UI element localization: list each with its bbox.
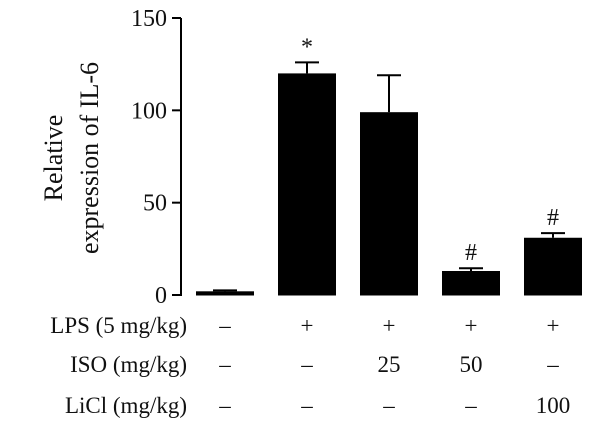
treatment-row-label: ISO (mg/kg) bbox=[70, 352, 187, 377]
y-tick-label: 150 bbox=[131, 6, 167, 32]
treatment-cell: + bbox=[465, 313, 478, 338]
y-axis: 0 50 100 150 bbox=[131, 6, 182, 309]
treatment-cell: – bbox=[464, 393, 477, 418]
y-axis-title: Relative expression of IL-6 bbox=[39, 62, 104, 254]
treatment-cell: + bbox=[383, 313, 396, 338]
treatment-cell: – bbox=[300, 352, 313, 377]
treatment-table: LPS (5 mg/kg) – + + + + ISO (mg/kg) – – 25 50 – LiCl… bbox=[50, 313, 570, 418]
significance-mark: # bbox=[465, 240, 477, 266]
bar bbox=[524, 237, 582, 295]
bars: * # # bbox=[196, 34, 582, 296]
treatment-cell: + bbox=[301, 313, 314, 338]
treatment-cell: – bbox=[218, 393, 231, 418]
bar bbox=[278, 73, 336, 296]
bar bbox=[442, 270, 500, 295]
treatment-cell: – bbox=[382, 393, 395, 418]
y-axis-title-line: Relative bbox=[39, 115, 68, 202]
treatment-row-label: LPS (5 mg/kg) bbox=[50, 313, 187, 338]
y-tick-label: 0 bbox=[155, 283, 167, 309]
treatment-cell: 100 bbox=[536, 393, 571, 418]
significance-mark: # bbox=[547, 205, 559, 231]
bar bbox=[360, 112, 418, 296]
treatment-cell: – bbox=[300, 393, 313, 418]
y-tick-label: 100 bbox=[131, 98, 167, 124]
treatment-cell: 25 bbox=[378, 352, 401, 377]
bar bbox=[196, 291, 254, 295]
treatment-cell: 50 bbox=[460, 352, 483, 377]
treatment-cell: + bbox=[547, 313, 560, 338]
treatment-row-label: LiCl (mg/kg) bbox=[65, 393, 187, 418]
significance-mark: * bbox=[301, 34, 313, 60]
y-axis-title-line: expression of IL-6 bbox=[75, 62, 104, 254]
treatment-cell: – bbox=[546, 352, 559, 377]
treatment-cell: – bbox=[218, 313, 231, 338]
y-tick-label: 50 bbox=[143, 191, 167, 217]
treatment-cell: – bbox=[218, 352, 231, 377]
